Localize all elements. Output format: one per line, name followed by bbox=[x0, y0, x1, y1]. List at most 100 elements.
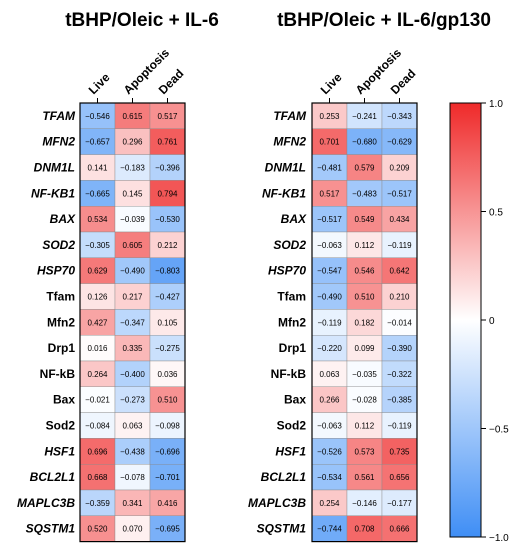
row-label: MFN2 bbox=[42, 135, 75, 149]
heatmap-cell bbox=[114, 283, 151, 310]
column-label: Live bbox=[318, 70, 345, 97]
cell-value-label: 0.794 bbox=[157, 189, 178, 198]
heatmap-cell bbox=[114, 205, 151, 233]
heatmap-cell bbox=[311, 489, 348, 516]
cell-value-label: −0.177 bbox=[387, 499, 412, 508]
heatmap-cell bbox=[381, 128, 418, 155]
cell-value-label: −0.119 bbox=[387, 241, 412, 250]
heatmap-cell bbox=[346, 464, 383, 491]
cell-value-label: 0.112 bbox=[355, 241, 375, 250]
heatmap-cell bbox=[114, 515, 151, 542]
cell-value-label: 0.735 bbox=[389, 447, 410, 456]
heatmap-cell bbox=[381, 515, 418, 542]
heatmap-cell bbox=[311, 205, 348, 233]
heatmap-cell bbox=[79, 464, 116, 491]
heatmap-cell bbox=[114, 412, 151, 439]
heatmap-cell bbox=[79, 386, 116, 413]
row-label: Bax bbox=[284, 393, 306, 407]
cell-value-label: −0.241 bbox=[352, 112, 377, 121]
cell-value-label: −0.359 bbox=[85, 499, 110, 508]
heatmap-cell bbox=[79, 205, 116, 233]
heatmap-cell bbox=[311, 515, 348, 542]
cell-value-label: 0.615 bbox=[122, 112, 143, 121]
heatmap-cell bbox=[149, 128, 186, 155]
row-label: Mfn2 bbox=[278, 315, 306, 329]
cell-value-label: −0.035 bbox=[352, 370, 377, 379]
heatmap-cell bbox=[149, 360, 186, 387]
cell-value-label: −0.701 bbox=[155, 473, 180, 482]
cell-value-label: 0.573 bbox=[354, 447, 375, 456]
cell-value-label: 0.510 bbox=[157, 396, 178, 405]
heatmap-cell bbox=[149, 335, 186, 362]
cell-value-label: 0.212 bbox=[157, 241, 178, 250]
cell-value-label: −0.390 bbox=[387, 344, 412, 353]
cell-value-label: −0.063 bbox=[317, 241, 342, 250]
cell-value-label: 0.341 bbox=[122, 499, 143, 508]
row-label: BCL2L1 bbox=[261, 470, 307, 484]
cell-value-label: −0.657 bbox=[85, 138, 110, 147]
cell-value-label: −0.078 bbox=[120, 473, 145, 482]
heatmap-cell bbox=[79, 335, 116, 362]
row-label: SQSTM1 bbox=[26, 522, 76, 536]
cell-value-label: 0.510 bbox=[354, 293, 375, 302]
heatmap-frame bbox=[311, 102, 418, 543]
heatmap-cell bbox=[79, 154, 116, 181]
cell-value-label: −0.385 bbox=[387, 396, 412, 405]
heatmap-cell bbox=[311, 257, 348, 284]
heatmap-cell bbox=[114, 180, 151, 207]
heatmap-cell bbox=[346, 128, 383, 155]
cell-value-label: 0.016 bbox=[87, 344, 108, 353]
cell-value-label: −0.146 bbox=[352, 499, 377, 508]
cell-value-label: −0.517 bbox=[317, 215, 342, 224]
cell-value-label: −0.490 bbox=[317, 293, 342, 302]
heatmap-cell bbox=[311, 283, 348, 310]
cell-value-label: −0.305 bbox=[85, 241, 110, 250]
heatmap-cell bbox=[149, 257, 186, 284]
cell-value-label: 0.036 bbox=[157, 370, 178, 379]
heatmap-cell bbox=[381, 257, 418, 284]
cell-value-label: 0.546 bbox=[354, 267, 375, 276]
cell-value-label: 0.126 bbox=[87, 293, 108, 302]
heatmap-cell bbox=[114, 438, 151, 465]
heatmap-cell bbox=[311, 464, 348, 491]
cell-value-label: 0.561 bbox=[354, 473, 375, 482]
cell-value-label: 0.254 bbox=[319, 499, 340, 508]
heatmap-title: tBHP/Oleic + IL-6 bbox=[65, 10, 219, 31]
heatmap-cell bbox=[346, 231, 383, 258]
cell-value-label: −0.322 bbox=[387, 370, 412, 379]
heatmap-cell bbox=[114, 154, 151, 181]
row-label: HSP70 bbox=[37, 264, 75, 278]
row-label: DNM1L bbox=[34, 161, 75, 175]
cell-value-label: −0.680 bbox=[352, 138, 377, 147]
cell-value-label: 0.335 bbox=[122, 344, 143, 353]
cell-value-label: −0.534 bbox=[317, 473, 342, 482]
cell-value-label: 0.656 bbox=[389, 473, 410, 482]
heatmap-cell bbox=[79, 360, 116, 387]
cell-value-label: 0.063 bbox=[319, 370, 340, 379]
cell-value-label: 0.520 bbox=[87, 525, 108, 534]
heatmap-cell bbox=[381, 309, 418, 336]
heatmap-cell bbox=[311, 412, 348, 439]
row-label: MFN2 bbox=[273, 135, 306, 149]
cell-value-label: −0.490 bbox=[120, 267, 145, 276]
cell-value-label: 0.253 bbox=[319, 112, 340, 121]
heatmap-cell bbox=[149, 438, 186, 465]
cell-value-label: 0.517 bbox=[157, 112, 178, 121]
cell-value-label: 0.099 bbox=[354, 344, 375, 353]
heatmap-cell bbox=[346, 335, 383, 362]
heatmap-cell bbox=[149, 180, 186, 207]
row-label: Drp1 bbox=[48, 341, 76, 355]
heatmap-cell bbox=[79, 515, 116, 542]
heatmap-cell bbox=[114, 360, 151, 387]
heatmap-cell bbox=[346, 438, 383, 465]
cell-value-label: 0.416 bbox=[157, 499, 178, 508]
cell-value-label: −0.220 bbox=[317, 344, 342, 353]
cell-value-label: −0.547 bbox=[317, 267, 342, 276]
colorbar-tick-label: 0.5 bbox=[489, 208, 503, 219]
heatmap-title: tBHP/Oleic + IL-6/gp130 bbox=[277, 10, 491, 31]
cell-value-label: −0.696 bbox=[155, 447, 180, 456]
heatmap-cell bbox=[79, 438, 116, 465]
cell-value-label: −0.021 bbox=[85, 396, 110, 405]
cell-value-label: −0.396 bbox=[155, 164, 180, 173]
